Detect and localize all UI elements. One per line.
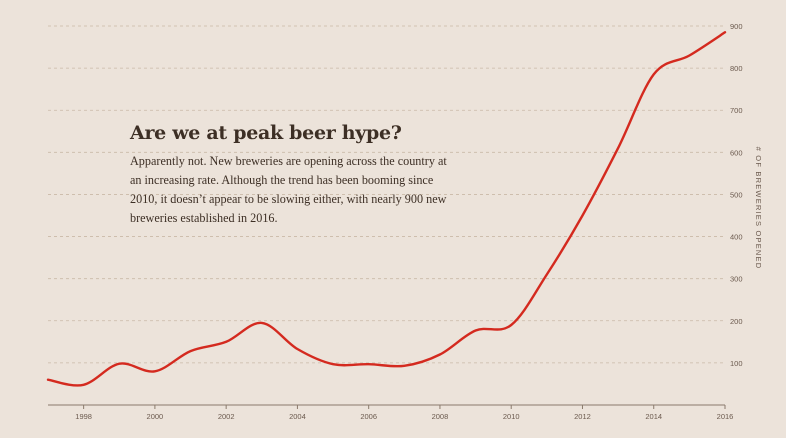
y-axis-title: # OF BREWERIES OPENED (754, 147, 763, 270)
x-tick-label-2002: 2002 (218, 412, 235, 421)
y-tick-label-100: 100 (730, 359, 743, 368)
y-tick-label-600: 600 (730, 148, 743, 157)
y-tick-label-900: 900 (730, 22, 743, 31)
y-tick-label-200: 200 (730, 317, 743, 326)
series-group (46, 31, 727, 387)
y-tick-label-400: 400 (730, 233, 743, 242)
x-tick-label-2000: 2000 (147, 412, 164, 421)
x-axis: 1998 2000 2002 2004 2006 2008 2010 2012 2014 2016 (48, 404, 734, 421)
chart-title: Are we at peak beer hype? (130, 122, 402, 144)
x-tick-label-2004: 2004 (289, 412, 306, 421)
x-tick-label-2006: 2006 (360, 412, 377, 421)
series-line-0 (46, 31, 727, 387)
gridlines (48, 25, 725, 364)
x-tick-label-2012: 2012 (574, 412, 591, 421)
chart-annotation: Are we at peak beer hype? Apparently not… (130, 122, 450, 228)
x-tick-label-2010: 2010 (503, 412, 520, 421)
y-tick-labels: 100 200 300 400 500 600 700 800 900 (730, 22, 743, 368)
x-tick-label-2014: 2014 (645, 412, 662, 421)
y-tick-label-800: 800 (730, 64, 743, 73)
y-tick-label-300: 300 (730, 275, 743, 284)
chart-description: Apparently not. New breweries are openin… (130, 154, 447, 225)
y-tick-label-700: 700 (730, 106, 743, 115)
x-tick-label-1998: 1998 (75, 412, 92, 421)
x-tick-label-2016: 2016 (717, 412, 734, 421)
x-tick-label-2008: 2008 (432, 412, 449, 421)
y-tick-label-500: 500 (730, 190, 743, 199)
